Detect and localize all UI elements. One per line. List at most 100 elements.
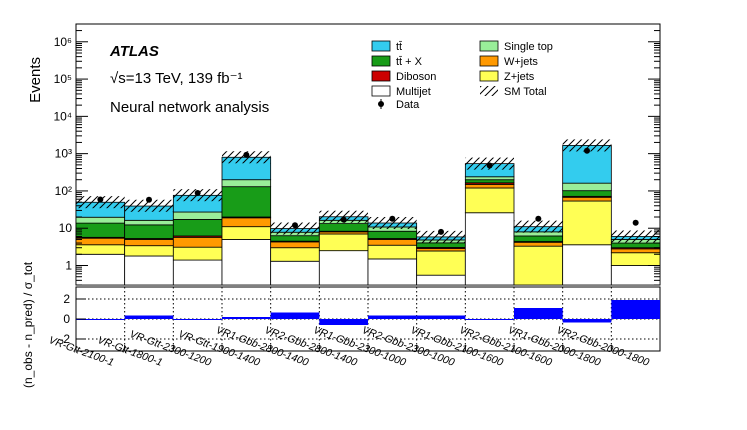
bar-wjets-vr2-gbb-2000-1800 — [610, 248, 661, 254]
legend-label-single-top: Single top — [504, 41, 553, 53]
data-point-vr1-gbb-2800-1400 — [292, 222, 298, 229]
pull-bar-vr-gtt-1900-1400 — [222, 317, 271, 319]
bar-wjets-vr2-gbb-2100-1600 — [513, 241, 564, 247]
experiment-label: ATLAS — [109, 43, 159, 60]
bar-wjets-vr-gtt-2100-1 — [75, 237, 126, 246]
bar-zjets-vr2-gbb-2800-1400 — [318, 233, 369, 252]
bar-multijet-vr1-gbb-2000-1800 — [562, 244, 612, 286]
y-tick-label: 10 — [59, 221, 73, 235]
bar-ttx-vr2-gbb-2000-1800 — [610, 242, 661, 249]
bar-zjets-vr-gtt-1900-1400 — [221, 226, 272, 240]
pull-bar-vr-gtt-2300-1200 — [173, 319, 222, 320]
bar-multijet-vr1-gbb-2300-1000 — [367, 258, 418, 286]
bar-wjets-vr-gtt-1800-1 — [124, 239, 174, 247]
bar-multijet-vr2-gbb-2800-1400 — [318, 250, 369, 286]
legend-label-tt-x: tt̄ + X — [396, 56, 423, 68]
bar-zjets-vr1-gbb-2000-1800 — [562, 200, 612, 246]
legend-label-sm-total: SM Total — [504, 86, 547, 98]
data-point-vr2-gbb-2800-1400 — [340, 216, 347, 223]
y-tick-label: 10⁶ — [54, 35, 72, 49]
data-point-vr2-gbb-2300-1000 — [438, 228, 444, 235]
energy-lumi-label: √s=13 TeV, 139 fb⁻¹ — [110, 70, 243, 87]
bar-singletop-vr-gtt-1800-1 — [124, 219, 174, 226]
bar-zjets-vr-gtt-2100-1 — [75, 244, 126, 255]
legend-label-multijet: Multijet — [396, 86, 431, 98]
pull-bars — [76, 287, 660, 351]
bar-ttx-vr-gtt-2300-1200 — [172, 219, 223, 237]
bar-zjets-vr2-gbb-2000-1800 — [610, 252, 661, 266]
y-tick-label: 1 — [65, 259, 72, 273]
stacked-bars — [75, 145, 661, 286]
bar-singletop-vr-gtt-2100-1 — [75, 216, 126, 224]
bar-ttx-vr1-gbb-2300-1000 — [367, 230, 418, 239]
bar-ttx-vr2-gbb-2800-1400 — [318, 223, 369, 232]
bar-multijet-vr-gtt-1900-1400 — [221, 239, 272, 286]
pull-bar-vr2-gbb-2300-1000 — [416, 315, 466, 319]
data-point-vr2-gbb-2100-1600 — [535, 215, 542, 222]
bar-zjets-vr2-gbb-2100-1600 — [513, 245, 564, 286]
bar-singletop-vr-gtt-1900-1400 — [221, 179, 272, 188]
bar-wjets-vr-gtt-2300-1200 — [172, 236, 223, 248]
bar-wjets-vr1-gbb-2100-1600 — [464, 183, 515, 189]
ratio-tick-label: 2 — [63, 292, 70, 306]
pull-bar-vr2-gbb-2000-1800 — [611, 300, 660, 319]
data-point-vr-gtt-2300-1200 — [194, 190, 201, 197]
sm-total-band-vr-gtt-1800-1 — [124, 199, 174, 212]
legend-label-diboson: Diboson — [396, 71, 436, 83]
bar-ttx-vr1-gbb-2800-1400 — [270, 235, 320, 242]
bar-multijet-vr2-gbb-2300-1000 — [416, 274, 466, 286]
bar-zjets-vr1-gbb-2300-1000 — [367, 244, 418, 260]
bar-singletop-vr1-gbb-2100-1600 — [464, 176, 515, 181]
legend-label-w-jets: W+jets — [504, 56, 538, 68]
pull-bar-vr2-gbb-2800-1400 — [319, 319, 368, 325]
legend-swatch-diboson — [371, 70, 391, 82]
bar-ttx-vr2-gbb-2100-1600 — [513, 235, 564, 242]
ratio-tick-label: -2 — [59, 332, 70, 346]
bar-multijet-vr2-gbb-2000-1800 — [610, 265, 661, 286]
data-point-vr-gtt-1900-1400 — [243, 151, 250, 158]
bar-ttx-vr-gtt-2100-1 — [75, 222, 126, 238]
bar-wjets-vr1-gbb-2800-1400 — [270, 241, 320, 249]
ratio-y-axis-label: (n_obs - n_pred) / σ_tot — [21, 261, 35, 388]
bar-ttx-vr-gtt-1800-1 — [124, 224, 174, 239]
data-point-vr1-gbb-2000-1800 — [584, 147, 590, 154]
pull-bar-vr1-gbb-2000-1800 — [562, 319, 612, 323]
pull-bar-vr-gtt-2100-1 — [76, 319, 125, 320]
legend-swatch-sm-total — [480, 86, 498, 96]
legend-swatch-w-jets — [479, 55, 499, 67]
legend-swatch-tt-x — [371, 55, 391, 67]
annotations: ATLAS √s=13 TeV, 139 fb⁻¹ Neural network… — [109, 43, 269, 116]
y-tick-label: 10² — [55, 184, 72, 198]
legend-swatch-single-top — [479, 40, 499, 52]
bar-multijet-vr-gtt-1800-1 — [124, 255, 174, 286]
data-point-vr-gtt-1800-1 — [146, 196, 152, 203]
bar-singletop-vr-gtt-2300-1200 — [172, 211, 223, 220]
legend-label-z-jets: Z+jets — [504, 71, 535, 83]
data-points — [97, 147, 639, 235]
y-axis: 1 10 10² 10³ 10⁴ 10⁵ 10⁶ — [53, 23, 660, 286]
bar-zjets-vr1-gbb-2800-1400 — [270, 247, 320, 262]
data-point-vr1-gbb-2300-1000 — [389, 215, 396, 222]
pull-bar-vr1-gbb-2300-1000 — [368, 315, 417, 319]
bar-multijet-vr1-gbb-2100-1600 — [464, 212, 515, 286]
y-tick-label: 10³ — [55, 147, 72, 161]
legend-swatch-multijet — [371, 85, 391, 97]
analysis-label: Neural network analysis — [110, 99, 269, 116]
ratio-y-axis: -2 0 2 — [59, 292, 661, 351]
y-tick-label: 10⁵ — [54, 72, 72, 86]
bar-wjets-vr-gtt-1900-1400 — [221, 217, 272, 228]
sm-total-band-vr2-gbb-2100-1600 — [514, 220, 563, 233]
bar-multijet-vr-gtt-2300-1200 — [172, 259, 223, 286]
legend: tt̄ Single top tt̄ + X W+jets Diboson Z+jets M… — [371, 40, 553, 111]
pull-bar-vr-gtt-1800-1 — [124, 315, 174, 319]
y-tick-label: 10⁴ — [53, 109, 72, 123]
pull-bar-vr1-gbb-2100-1600 — [465, 319, 514, 320]
bar-zjets-vr2-gbb-2300-1000 — [416, 250, 466, 276]
bar-zjets-vr-gtt-1800-1 — [124, 245, 174, 257]
pull-bar-vr2-gbb-2100-1600 — [514, 308, 563, 319]
ratio-tick-label: 0 — [63, 312, 70, 326]
pull-bar-vr1-gbb-2800-1400 — [270, 312, 320, 319]
sm-total-band-vr1-gbb-2300-1000 — [368, 216, 417, 230]
sm-total-uncertainty — [76, 139, 660, 243]
